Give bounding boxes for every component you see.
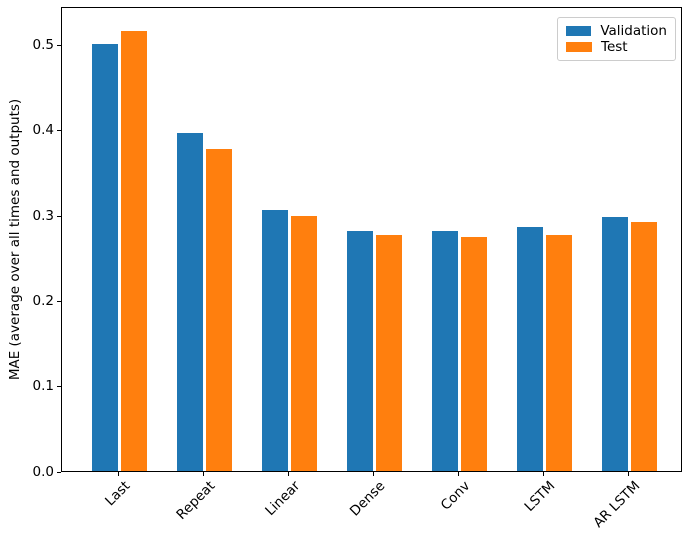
y-tick-mark-0.3 bbox=[57, 215, 61, 217]
x-tick-label-dense: Dense bbox=[347, 478, 389, 520]
test-color-swatch bbox=[566, 42, 592, 52]
y-tick-label-0.0: 0.0 bbox=[32, 463, 54, 480]
legend-item-validation: Validation bbox=[566, 24, 667, 38]
legend-item-test: Test bbox=[566, 40, 667, 54]
legend-label-test: Test bbox=[601, 39, 628, 55]
x-tick-mark-conv bbox=[457, 472, 459, 476]
x-tick-label-lstm: LSTM bbox=[521, 478, 559, 515]
legend-label-validation: Validation bbox=[600, 23, 667, 39]
y-tick-mark-0.2 bbox=[57, 300, 61, 302]
bar-validation-dense bbox=[347, 231, 373, 471]
validation-color-swatch bbox=[566, 26, 592, 36]
y-tick-mark-0.5 bbox=[57, 44, 61, 46]
x-tick-label-ar-lstm: AR LSTM bbox=[590, 478, 644, 531]
y-tick-label-0.4: 0.4 bbox=[32, 122, 54, 139]
legend: Validation Test bbox=[557, 17, 676, 61]
x-tick-label-conv: Conv bbox=[438, 478, 474, 514]
y-tick-label-0.3: 0.3 bbox=[32, 207, 54, 224]
y-tick-label-0.5: 0.5 bbox=[32, 36, 54, 53]
bar-test-dense bbox=[376, 234, 402, 471]
plot-area bbox=[61, 7, 682, 472]
bar-validation-conv bbox=[432, 231, 458, 471]
x-tick-mark-ar-lstm bbox=[627, 472, 629, 476]
bar-validation-last bbox=[92, 43, 118, 471]
x-tick-label-last: Last bbox=[102, 478, 134, 510]
x-tick-mark-last bbox=[117, 472, 119, 476]
y-tick-label-0.2: 0.2 bbox=[32, 292, 54, 309]
x-tick-mark-lstm bbox=[542, 472, 544, 476]
bar-test-linear bbox=[291, 215, 317, 471]
x-tick-mark-repeat bbox=[202, 472, 204, 476]
bar-test-ar-lstm bbox=[631, 221, 657, 471]
y-tick-mark-0.4 bbox=[57, 130, 61, 132]
bar-test-lstm bbox=[546, 234, 572, 471]
x-tick-mark-linear bbox=[287, 472, 289, 476]
bar-validation-ar-lstm bbox=[602, 216, 628, 471]
x-tick-mark-dense bbox=[372, 472, 374, 476]
x-tick-label-linear: Linear bbox=[262, 478, 304, 519]
y-axis-label: MAE (average over all times and outputs) bbox=[7, 98, 23, 381]
bar-validation-repeat bbox=[177, 133, 203, 471]
bar-test-conv bbox=[461, 237, 487, 471]
bar-test-repeat bbox=[206, 148, 232, 471]
bar-validation-lstm bbox=[517, 226, 543, 471]
y-tick-mark-0.1 bbox=[57, 386, 61, 388]
y-tick-label-0.1: 0.1 bbox=[32, 378, 54, 395]
x-tick-label-repeat: Repeat bbox=[173, 478, 219, 523]
bar-validation-linear bbox=[262, 209, 288, 471]
bar-test-last bbox=[121, 30, 147, 471]
y-tick-mark-0.0 bbox=[57, 471, 61, 473]
